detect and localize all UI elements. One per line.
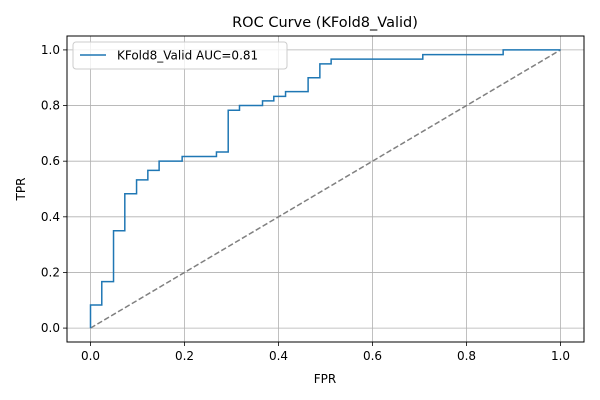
y-tick-label: 0.0 xyxy=(41,321,60,335)
y-tick-label: 0.6 xyxy=(41,154,60,168)
x-tick-label: 0.0 xyxy=(81,349,100,363)
chart-title: ROC Curve (KFold8_Valid) xyxy=(232,15,418,31)
series-layer xyxy=(89,49,561,329)
plot-frame xyxy=(66,35,585,343)
x-tick-label: 0.4 xyxy=(269,349,288,363)
chance-diagonal-line xyxy=(90,49,561,329)
y-tick-label: 0.8 xyxy=(41,99,60,113)
y-tick-label: 0.4 xyxy=(41,210,60,224)
legend-box xyxy=(72,41,288,70)
legend: KFold8_Valid AUC=0.81 xyxy=(72,41,288,70)
x-tick-label: 1.0 xyxy=(551,349,570,363)
x-tick-label: 0.6 xyxy=(363,349,382,363)
x-tick-label: 0.8 xyxy=(457,349,476,363)
roc-curve-line xyxy=(89,49,561,329)
axis-ticks: 0.0 0.2 0.4 0.6 0.8 1.0 0.0 0.2 0.4 0.6 0.8 1.0 xyxy=(41,43,570,363)
y-tick-label: 1.0 xyxy=(41,43,60,57)
y-axis-label: TPR xyxy=(14,178,28,202)
legend-label: KFold8_Valid AUC=0.81 xyxy=(117,49,258,63)
y-tick-label: 0.2 xyxy=(41,265,60,279)
x-axis-label: FPR xyxy=(314,372,336,386)
x-tick-label: 0.2 xyxy=(175,349,194,363)
